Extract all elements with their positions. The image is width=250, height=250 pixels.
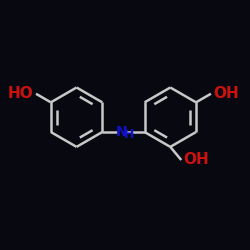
Text: OH: OH	[214, 86, 239, 101]
Text: H: H	[124, 128, 134, 141]
Text: OH: OH	[184, 152, 210, 168]
Text: HO: HO	[8, 86, 34, 101]
Text: N: N	[116, 125, 127, 139]
